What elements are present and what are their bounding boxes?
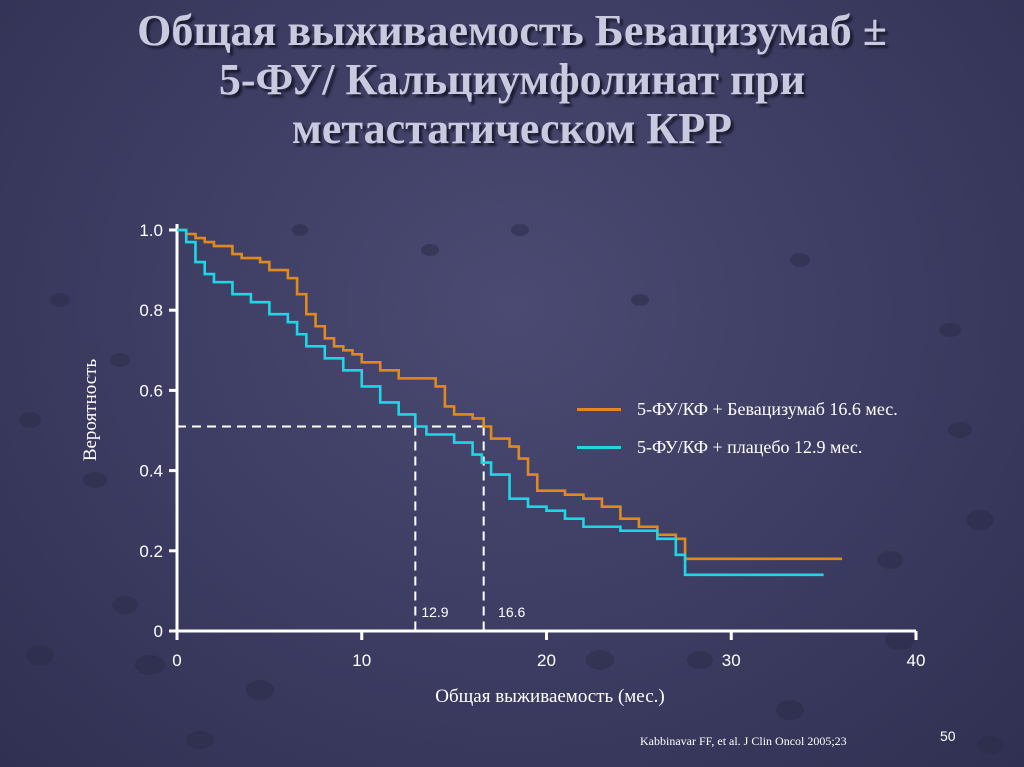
y-tick-label: 0.8: [139, 301, 163, 320]
legend-label-placebo: 5-ФУ/КФ + плацебо 12.9 мес.: [637, 436, 863, 457]
median-annotation: 12.9: [421, 604, 448, 620]
legend-label-bevacizumab: 5-ФУ/КФ + Бевацизумаб 16.6 мес.: [637, 398, 898, 419]
y-axis-label: Вероятность: [80, 358, 101, 462]
x-tick-label: 0: [172, 651, 181, 670]
y-tick-label: 1.0: [139, 221, 163, 240]
title-line-1: Общая выживаемость Бевацизумаб ±: [137, 6, 887, 55]
y-tick-label: 0.6: [139, 381, 163, 400]
page-number: 50: [940, 728, 956, 744]
y-tick-label: 0.4: [139, 462, 163, 481]
y-tick-label: 0: [154, 622, 163, 641]
legend-swatch-bevacizumab: [577, 407, 621, 411]
citation: Kabbinavar FF, et al. J Clin Oncol 2005;…: [640, 734, 847, 748]
x-axis-label: Общая выживаемость (мес.): [435, 686, 665, 707]
slide-title: Общая выживаемость Бевацизумаб ± 5-ФУ/ К…: [30, 6, 994, 153]
legend-swatch-placebo: [577, 445, 621, 449]
series-line-bevacizumab: [177, 228, 843, 561]
x-tick-label: 20: [537, 651, 556, 670]
title-line-2: 5-ФУ/ Кальциумфолинат при: [218, 55, 806, 104]
chart-legend: 5-ФУ/КФ + Бевацизумаб 16.6 мес. 5-ФУ/КФ …: [577, 390, 898, 466]
series-line-placebo: [177, 228, 824, 577]
legend-item-placebo: 5-ФУ/КФ + плацебо 12.9 мес.: [577, 428, 898, 466]
x-tick-label: 40: [907, 651, 926, 670]
legend-item-bevacizumab: 5-ФУ/КФ + Бевацизумаб 16.6 мес.: [577, 390, 898, 428]
title-line-3: метастатическом КРР: [291, 104, 733, 153]
x-tick-label: 10: [352, 651, 371, 670]
y-tick-label: 0.2: [139, 542, 163, 561]
median-annotation: 16.6: [498, 604, 525, 620]
x-tick-label: 30: [722, 651, 741, 670]
